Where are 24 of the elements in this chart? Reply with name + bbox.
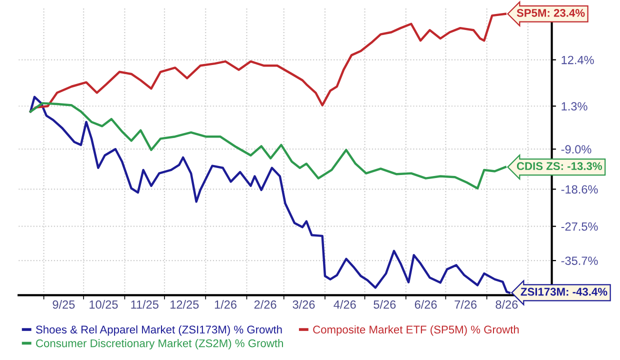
y-tick-label: -9.0%: [561, 145, 592, 154]
x-tick-label: 5/26: [374, 300, 396, 309]
x-tick-label: 12/25: [170, 300, 199, 309]
x-tick-label: 10/25: [90, 300, 118, 309]
x-tick-label: 9/25: [52, 300, 75, 309]
legend-label: Composite Market ETF (SP5M) % Growth: [313, 325, 519, 336]
x-tick-label: 2/26: [254, 300, 276, 309]
y-tick-label: -27.5%: [561, 222, 598, 231]
x-tick-label: 7/26: [454, 300, 477, 309]
x-tick-label: 8/26: [496, 300, 518, 309]
annotation: ZSI173M: -43.4%: [520, 288, 608, 296]
x-tick-label: 3/26: [292, 300, 315, 309]
x-tick-label: 11/25: [131, 300, 158, 309]
x-tick-label: 4/26: [334, 300, 356, 309]
legend-label: Shoes & Rel Apparel Market (ZSI173M) % Growth: [36, 325, 282, 336]
x-tick-label: 6/26: [414, 300, 437, 309]
legend-label: Consumer Discretionary Market (ZS2M) % Growth: [36, 339, 283, 350]
annotation: CDIS ZS: -13.3%: [516, 162, 602, 170]
y-tick-label: -35.7%: [561, 256, 598, 265]
y-tick-label: 12.4%: [562, 56, 594, 64]
x-tick-label: 1/26: [214, 300, 236, 309]
annotation: SP5M: 23.4%: [516, 8, 585, 17]
y-tick-label: 1.3%: [562, 102, 588, 111]
y-tick-label: -18.6%: [561, 185, 598, 194]
